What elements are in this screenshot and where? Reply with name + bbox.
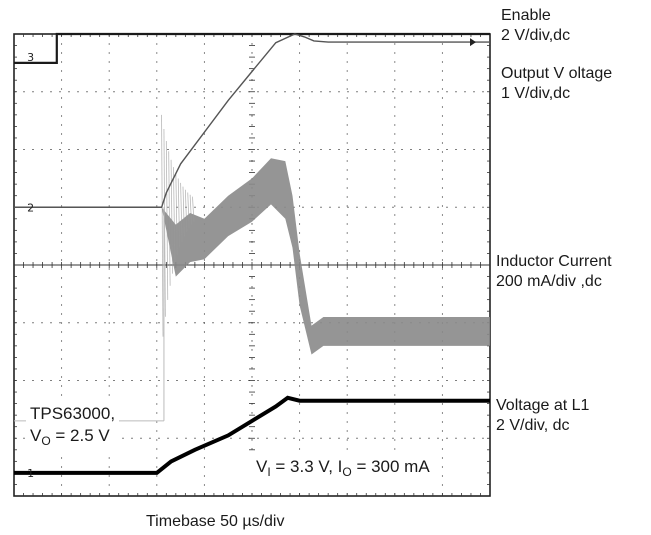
inductor-current-envelope [161,158,490,355]
inductor-current-ringing [182,186,185,237]
legend-voltage-l1: Voltage at L1 2 V/div, dc [496,396,589,436]
inductor-current-ringing [187,192,190,228]
legend-inductor-current-name: Inductor Current [496,253,612,270]
device-name: TPS63000, [30,404,116,423]
legend-inductor-current: Inductor Current 200 mA/div ,dc [496,252,612,292]
voltage-l1-trace [14,395,490,475]
output-voltage-trace [14,33,490,209]
output-voltage-setting: VO = 2.5 V [30,426,110,448]
inductor-current-ringing [168,151,171,286]
legend-enable: Enable 2 V/div,dc [501,6,570,46]
inductor-current-ringing [170,159,173,274]
legend-enable-scale: 2 V/div,dc [501,27,571,44]
inductor-current-ringing [189,194,192,225]
legend-inductor-current-scale: 200 mA/div ,dc [496,273,602,290]
legend-voltage-l1-name: Voltage at L1 [496,397,590,414]
output-voltage-channel-marker: 2 [27,201,34,214]
inductor-current-ringing [180,182,183,242]
inductor-current-ringing [165,141,169,300]
operating-conditions: VI = 3.3 V, IO = 300 mA [248,452,438,487]
legend-output-voltage-scale: 1 V/div,dc [501,85,571,102]
x-axis-label: Timebase 50 µs/div [146,513,285,530]
inductor-current-ringing [175,173,178,255]
legend-output-voltage-name: Output V oltage [501,65,613,82]
device-annotation: TPS63000, VO = 2.5 V [26,401,120,454]
inductor-current-ringing [163,129,166,317]
enable-channel-marker: 3 [27,51,34,64]
voltage-l1-channel-marker: 1 [27,467,34,480]
legend-enable-name: Enable [501,7,551,24]
inductor-current-ringing [177,178,181,248]
inductor-current-ringing [192,196,195,223]
inductor-current-ringing [161,114,164,337]
inductor-current-ringing [173,167,176,264]
legend-voltage-l1-scale: 2 V/div, dc [496,417,570,434]
legend-output-voltage: Output V oltage 1 V/div,dc [501,64,612,104]
inductor-current-ringing [184,189,188,232]
output-voltage-end-marker [470,38,476,47]
enable-trace [14,32,490,65]
